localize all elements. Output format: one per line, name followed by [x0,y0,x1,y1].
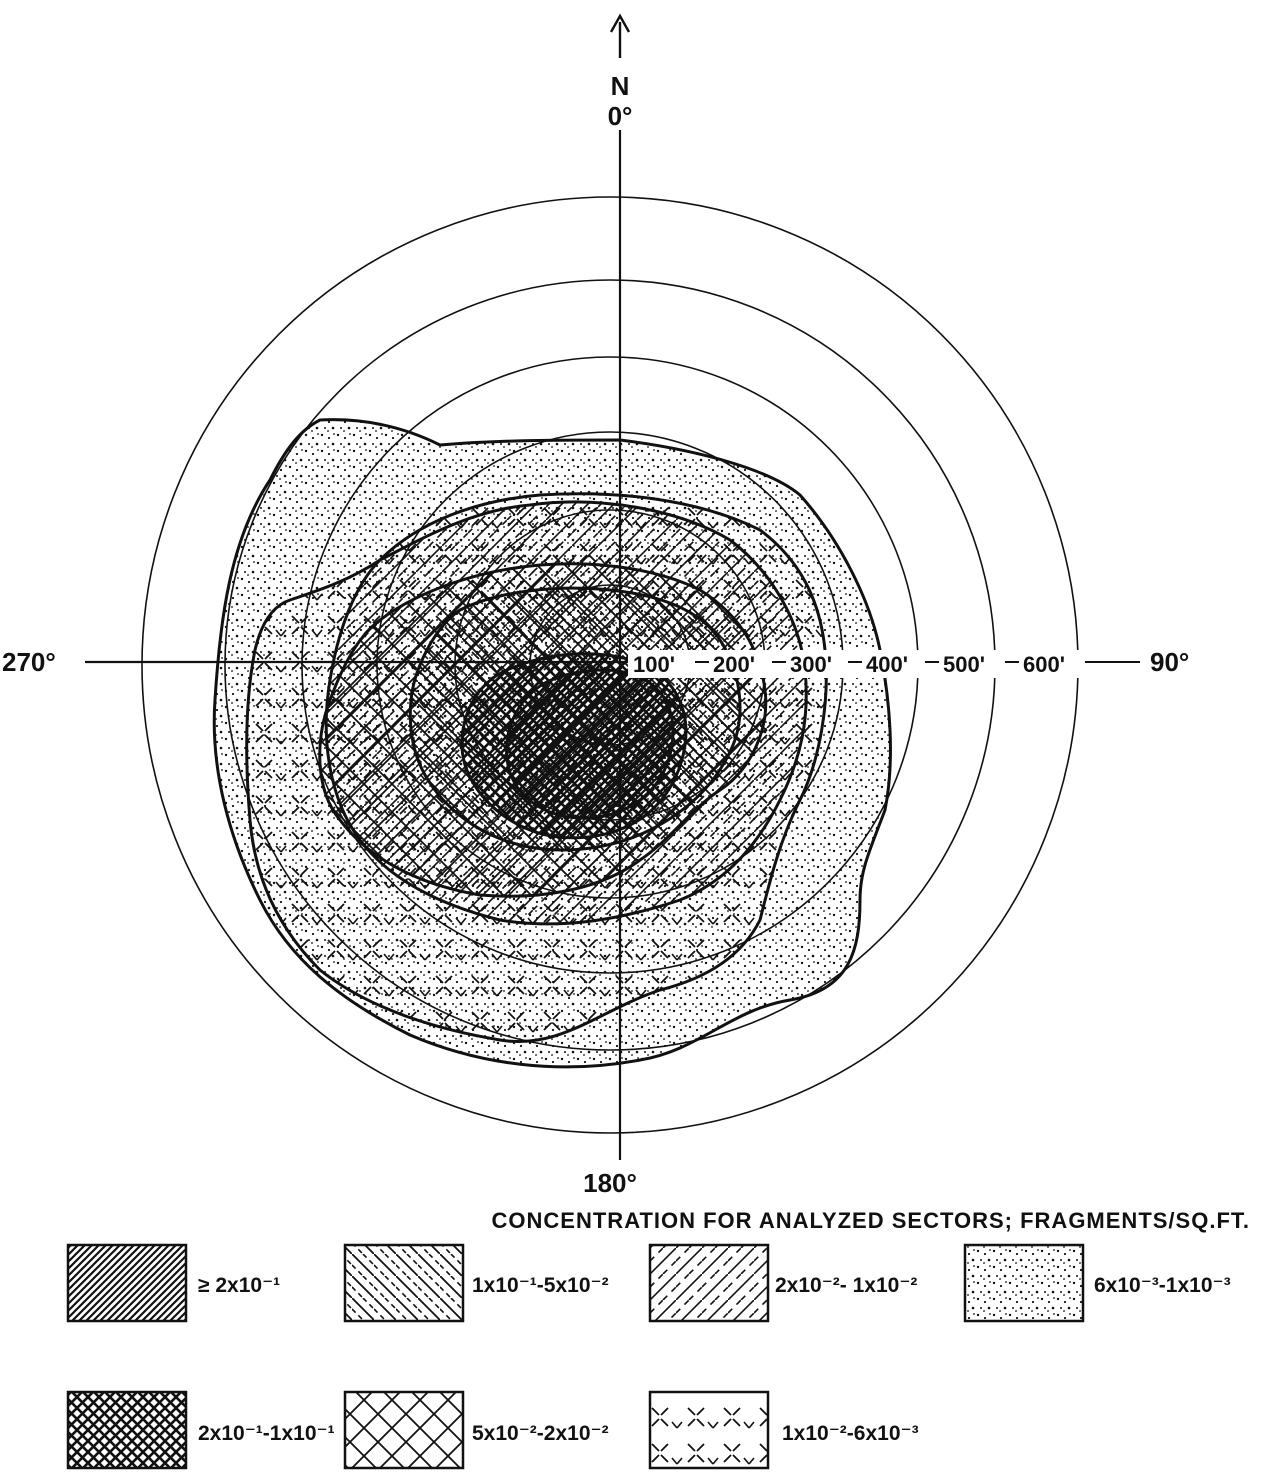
legend-label: 1x10⁻¹-5x10⁻² [472,1274,609,1297]
legend-swatch [66,1243,188,1323]
zone-dense-diagonal [505,668,675,820]
distance-label: 300' [790,652,832,677]
bearing-east: 90° [1150,647,1189,677]
legend-label: ≥ 2x10⁻¹ [198,1274,280,1297]
distance-label: 600' [1023,652,1065,677]
legend: ≥ 2x10⁻¹ 1x10⁻¹-5x10⁻² 2x10⁻²- 1x10⁻² 6x… [66,1243,1231,1470]
legend-swatch [648,1243,770,1323]
legend-label: 2x10⁻²- 1x10⁻² [775,1274,917,1297]
legend-label: 2x10⁻¹-1x10⁻¹ [198,1422,335,1445]
distance-labels: 100' 200' 300' 400' 500' 600' [628,650,1148,678]
legend-label: 5x10⁻²-2x10⁻² [472,1422,609,1445]
bearing-north: 0° [608,101,633,131]
legend-swatch [343,1243,465,1323]
north-letter: N [611,71,630,101]
legend-swatch [343,1390,465,1470]
north-arrow-icon [609,13,631,33]
distance-label: 400' [866,652,908,677]
legend-swatch [963,1243,1085,1323]
concentration-zones [212,418,892,1069]
bearing-west: 270° [2,647,56,677]
legend-swatch [648,1390,770,1470]
legend-label: 6x10⁻³-1x10⁻³ [1094,1274,1231,1297]
distance-label: 100' [633,652,675,677]
legend-label: 1x10⁻²-6x10⁻³ [782,1422,919,1445]
distance-label: 200' [713,652,755,677]
legend-caption: CONCENTRATION FOR ANALYZED SECTORS; FRAG… [492,1208,1250,1233]
bearing-south: 180° [583,1168,637,1198]
legend-swatch [66,1390,188,1470]
distance-label: 500' [943,652,985,677]
